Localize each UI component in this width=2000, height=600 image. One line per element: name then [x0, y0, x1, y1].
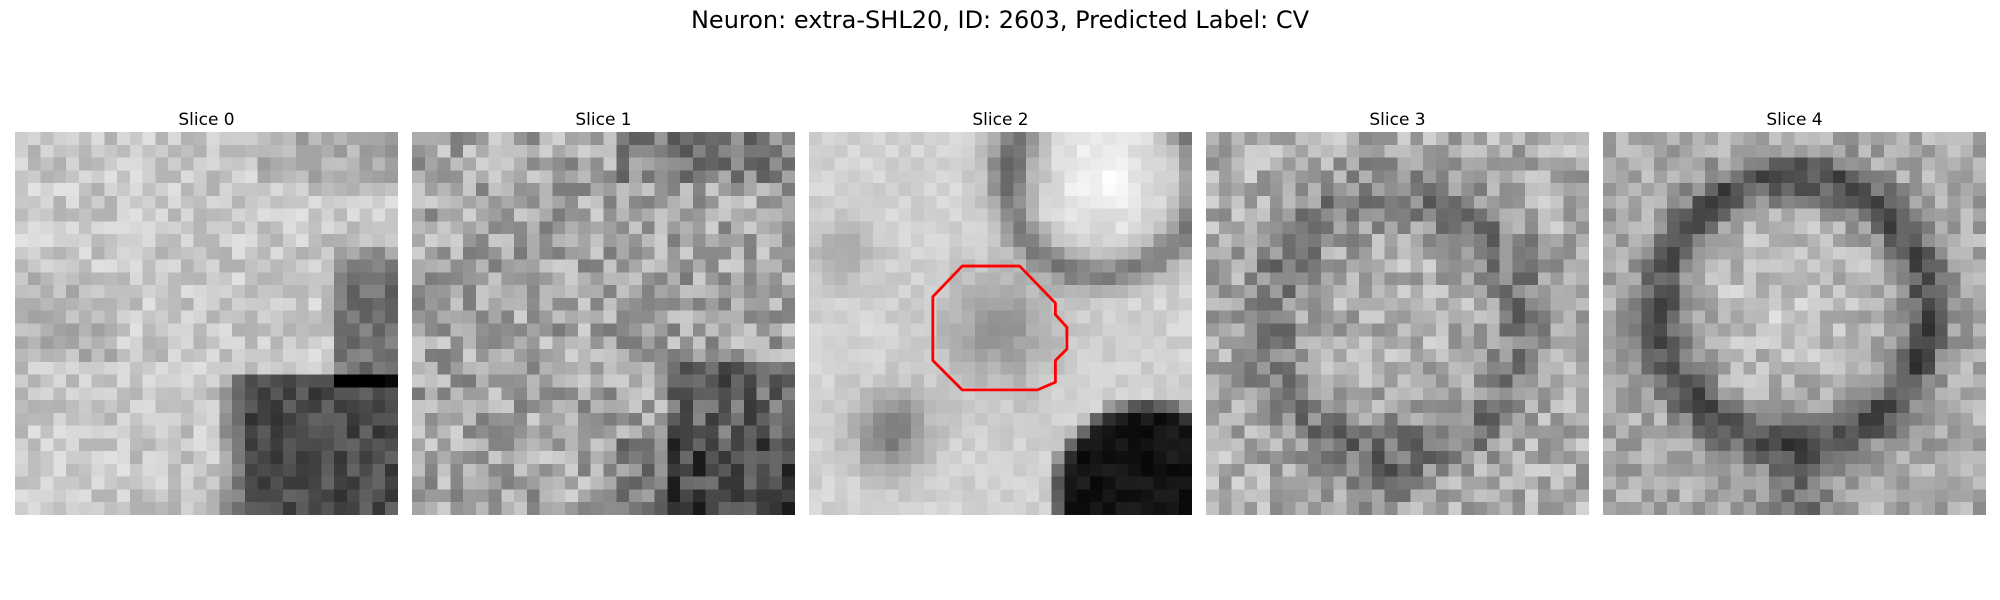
- slice-panel-0: Slice 0: [15, 108, 398, 515]
- slice-panel-2: Slice 2: [809, 108, 1192, 515]
- slice-image: [809, 132, 1192, 515]
- slice-image: [412, 132, 795, 515]
- slice-title: Slice 3: [1369, 110, 1426, 130]
- figure-title: Neuron: extra-SHL20, ID: 2603, Predicted…: [690, 6, 1310, 34]
- slice-panel-3: Slice 3: [1206, 108, 1589, 515]
- slice-title: Slice 1: [575, 110, 632, 130]
- slice-title: Slice 2: [972, 110, 1029, 130]
- slice-image: [1603, 132, 1986, 515]
- slice-title: Slice 0: [178, 110, 235, 130]
- slice-title: Slice 4: [1766, 110, 1823, 130]
- slice-image: [1206, 132, 1589, 515]
- slice-panel-4: Slice 4: [1603, 108, 1986, 515]
- slice-image: [15, 132, 398, 515]
- roi-outline: [931, 264, 1069, 392]
- slice-panel-1: Slice 1: [412, 108, 795, 515]
